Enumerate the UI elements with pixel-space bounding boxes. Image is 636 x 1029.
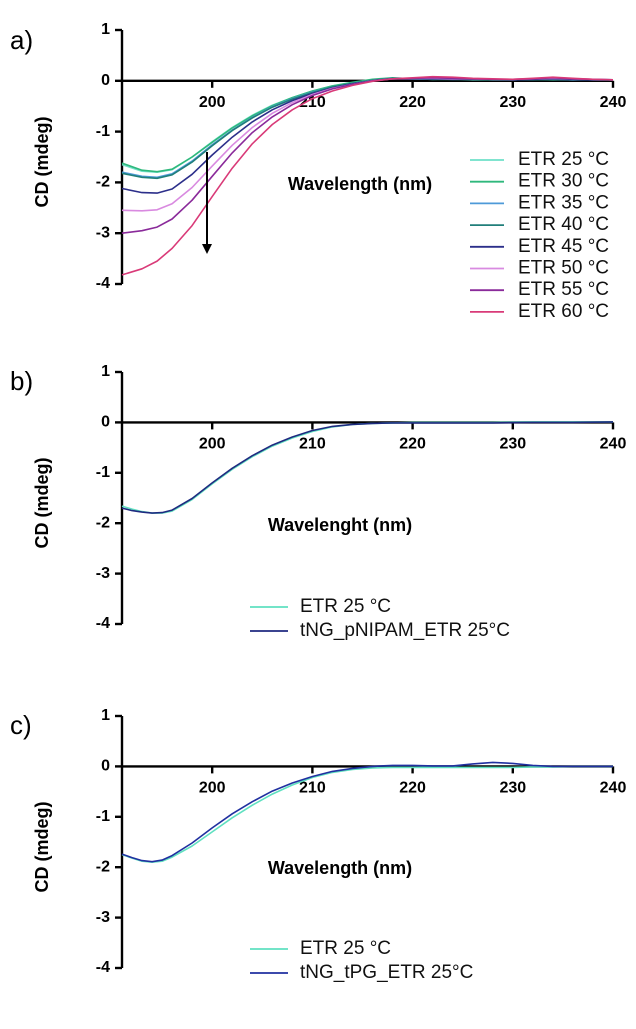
series-line: [121, 421, 614, 514]
y-tick-label: -2: [96, 514, 110, 531]
legend-label: ETR 30 °C: [518, 171, 609, 192]
y-tick-label: -4: [96, 275, 110, 292]
legend-label: tNG_pNIPAM_ETR 25°C: [300, 620, 510, 641]
y-tick-label: -1: [96, 464, 110, 481]
y-tick-label: -2: [96, 858, 110, 875]
y-tick-label: -2: [96, 174, 110, 191]
x-tick-label: 240: [600, 779, 627, 796]
panel-label: a): [10, 25, 33, 55]
x-tick-label: 200: [199, 779, 226, 796]
legend-label: tNG_tPG_ETR 25°C: [300, 962, 473, 983]
series-line: [121, 421, 613, 514]
series-line: [121, 765, 613, 863]
x-axis-title: Wavelength (nm): [268, 858, 412, 878]
y-axis-title: CD (mdeg): [32, 117, 52, 208]
y-tick-label: -4: [96, 615, 110, 632]
y-tick-label: -3: [96, 909, 110, 926]
y-tick-label: -4: [96, 959, 110, 976]
y-tick-label: -1: [96, 808, 110, 825]
y-tick-label: 1: [101, 21, 110, 38]
legend-label: ETR 60 °C: [518, 301, 609, 322]
x-tick-label: 240: [600, 435, 627, 452]
x-tick-label: 220: [399, 94, 426, 111]
x-tick-label: 230: [499, 435, 526, 452]
x-tick-label: 210: [299, 779, 326, 796]
y-axis-title: CD (mdeg): [32, 458, 52, 549]
x-axis-title: Wavelenght (nm): [268, 515, 412, 535]
legend-label: ETR 35 °C: [518, 192, 609, 213]
y-tick-label: -3: [96, 224, 110, 241]
x-tick-label: 230: [499, 779, 526, 796]
y-tick-label: 0: [101, 758, 110, 775]
y-tick-label: 1: [101, 363, 110, 380]
y-tick-label: 1: [101, 707, 110, 724]
panel-label: b): [10, 366, 33, 396]
legend-label: ETR 25 °C: [300, 596, 391, 617]
legend-label: ETR 25 °C: [518, 149, 609, 170]
y-tick-label: 0: [101, 72, 110, 89]
legend-label: ETR 50 °C: [518, 258, 609, 279]
x-axis-title: Wavelength (nm): [288, 174, 432, 194]
x-tick-label: 220: [399, 779, 426, 796]
panel-label: c): [10, 710, 32, 740]
series-line: [121, 75, 614, 276]
x-tick-label: 200: [199, 94, 226, 111]
y-tick-label: -1: [96, 123, 110, 140]
x-tick-label: 220: [399, 435, 426, 452]
y-tick-label: -3: [96, 565, 110, 582]
legend-label: ETR 45 °C: [518, 236, 609, 257]
series-line: [121, 761, 613, 863]
y-axis-title: CD (mdeg): [32, 802, 52, 893]
x-tick-label: 210: [299, 435, 326, 452]
x-tick-label: 230: [499, 94, 526, 111]
legend-label: ETR 40 °C: [518, 214, 609, 235]
x-tick-label: 200: [199, 435, 226, 452]
legend-label: ETR 55 °C: [518, 279, 609, 300]
y-tick-label: 0: [101, 414, 110, 431]
x-tick-label: 240: [600, 94, 627, 111]
legend-label: ETR 25 °C: [300, 938, 391, 959]
